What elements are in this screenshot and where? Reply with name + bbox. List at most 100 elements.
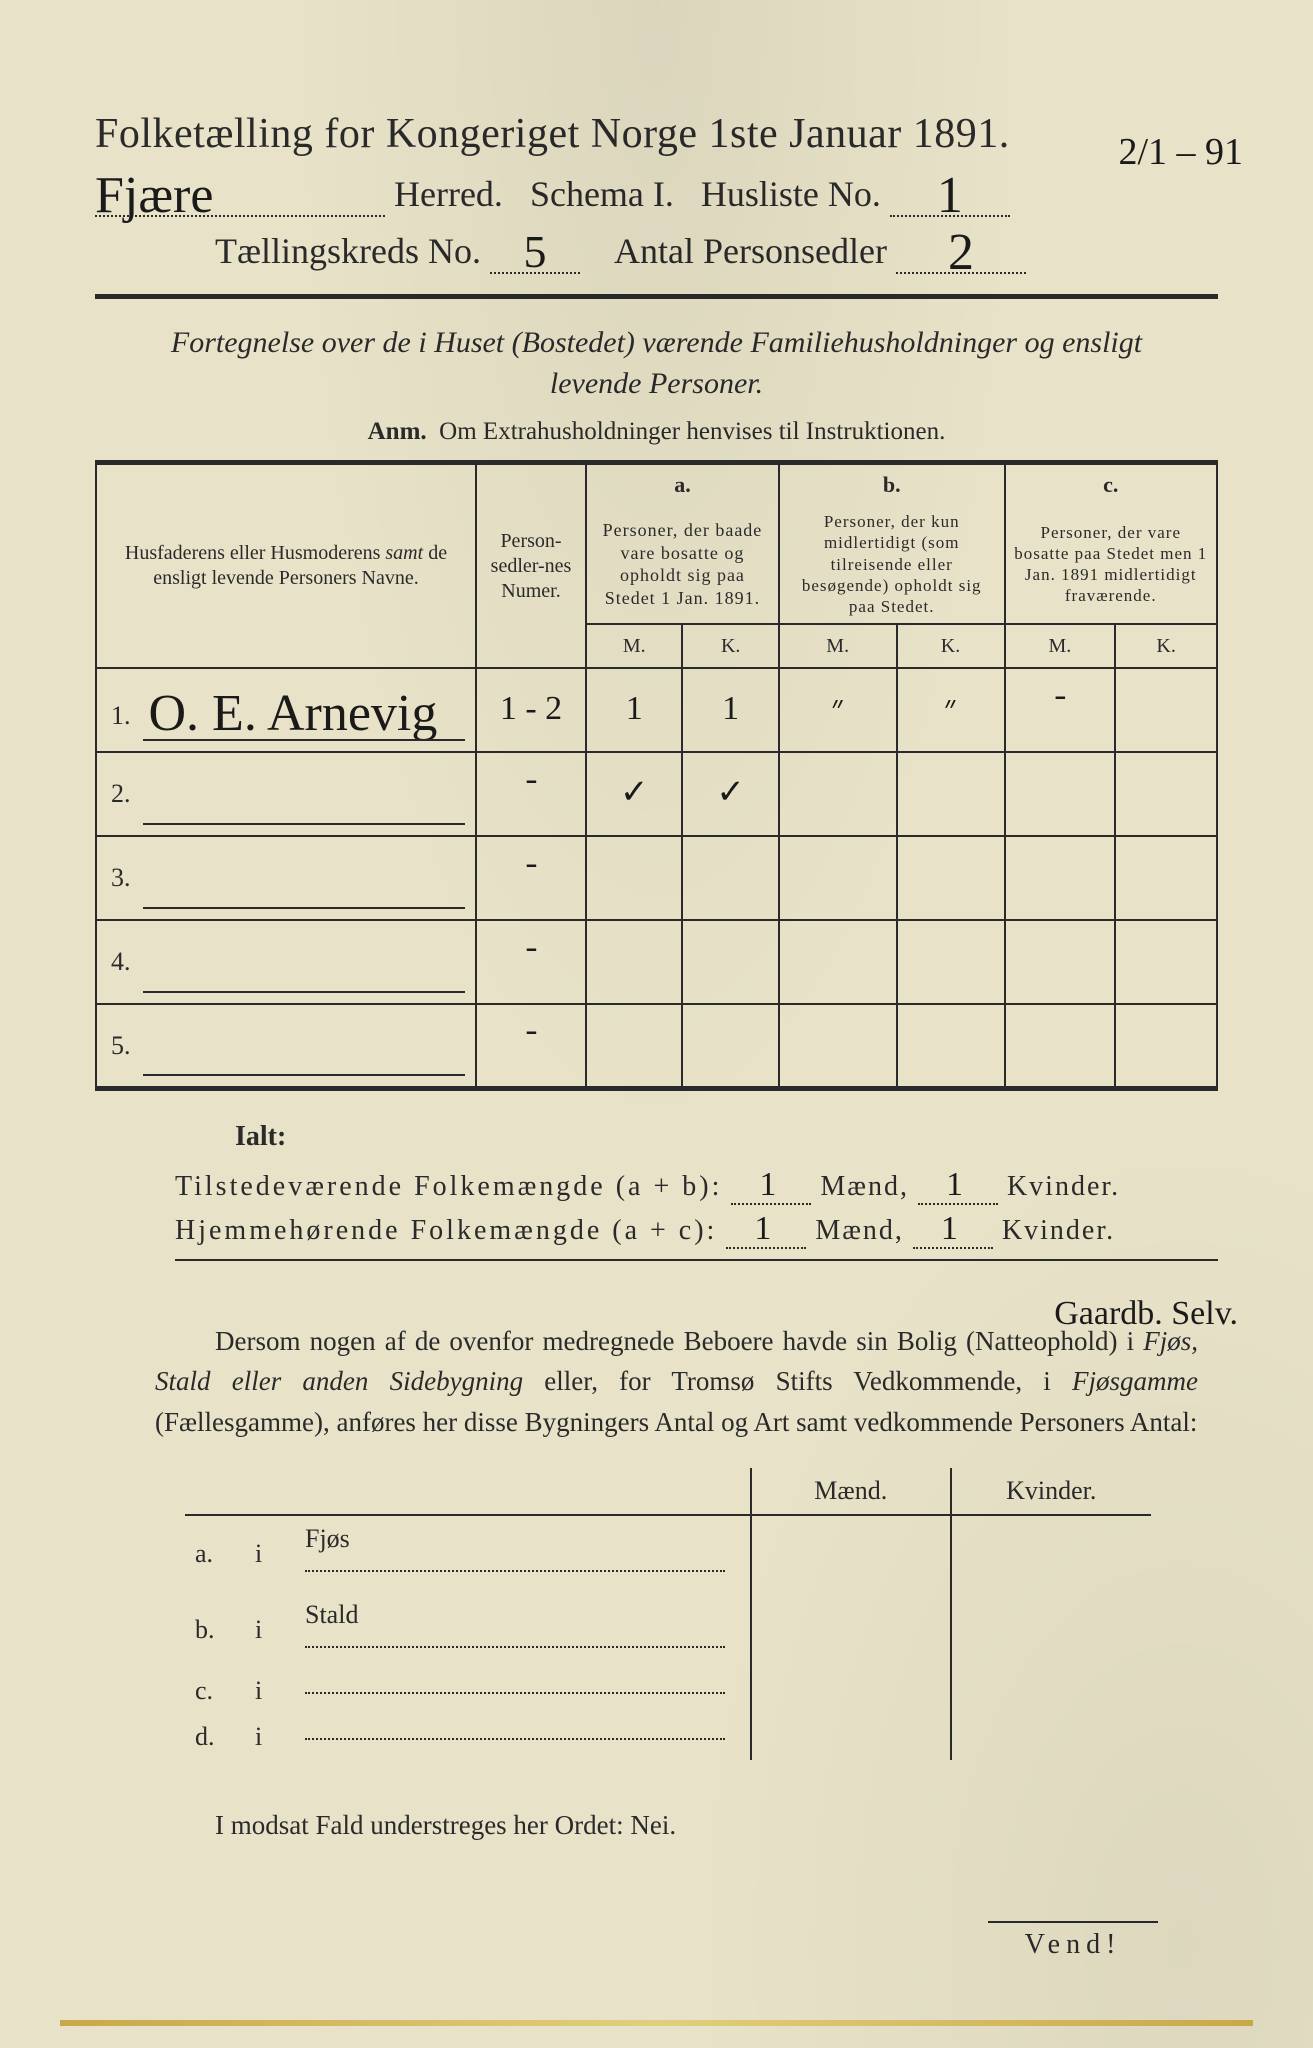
sub-label xyxy=(295,1668,751,1714)
row-name-cell: 3. xyxy=(96,836,476,920)
binding-strip xyxy=(60,2020,1253,2026)
a-m: M. xyxy=(586,624,682,668)
herred-label: Herred. xyxy=(394,174,503,214)
row-a-k: 1 xyxy=(682,668,778,752)
row-b-k: ״ xyxy=(897,668,1005,752)
schema-label: Schema I. xyxy=(530,174,674,214)
sub-row: c.i xyxy=(185,1668,1151,1714)
row-c-m: ־ xyxy=(1005,668,1116,752)
a-k: K. xyxy=(682,624,778,668)
row-b-k xyxy=(897,752,1005,836)
row-a-m: ✓ xyxy=(586,752,682,836)
row-name-cell: 5. xyxy=(96,1004,476,1088)
row-c-k xyxy=(1115,920,1217,1004)
row-a-k xyxy=(682,1004,778,1088)
totals-line-1: Tilstedeværende Folkemængde (a + b): 1 M… xyxy=(175,1171,1218,1205)
row-number: 5. xyxy=(111,1031,131,1060)
col-a-text: Personer, der baade vare bosatte og opho… xyxy=(586,505,779,624)
row-b-m xyxy=(779,920,897,1004)
hjem-label: Hjemmehørende Folkemængde (a + c): xyxy=(175,1215,717,1246)
row-name: O. E. Arnevig xyxy=(149,696,438,732)
margin-note: Gaardb. Selv. xyxy=(1054,1295,1238,1333)
row-number: 1. xyxy=(111,701,131,730)
table-row: 2.־✓✓ xyxy=(96,752,1217,836)
row-c-k xyxy=(1115,836,1217,920)
row-num: ־ xyxy=(476,836,586,920)
sub-letter: c. xyxy=(185,1668,245,1714)
sub-k xyxy=(951,1515,1151,1592)
row-b-m: ״ xyxy=(779,668,897,752)
sub-row: b.iStald xyxy=(185,1592,1151,1668)
col-a-letter: a. xyxy=(586,463,779,506)
hjem-m: 1 xyxy=(726,1215,799,1242)
row-num: ־ xyxy=(476,752,586,836)
row-c-k xyxy=(1115,1004,1217,1088)
table-row: 1.O. E. Arnevig1 - 211״״־ xyxy=(96,668,1217,752)
kvinder-1: Kvinder. xyxy=(1007,1171,1120,1202)
row-name-cell: 2. xyxy=(96,752,476,836)
header-line-2: Fjære Herred. Schema I. Husliste No. 1 xyxy=(95,172,1218,217)
maend-2: Mænd, xyxy=(815,1215,904,1246)
row-a-k xyxy=(682,920,778,1004)
husliste-label: Husliste No. xyxy=(701,174,881,214)
til-label: Tilstedeværende Folkemængde (a + b): xyxy=(175,1171,722,1202)
antal-value: 2 xyxy=(948,235,974,271)
row-a-k xyxy=(682,836,778,920)
subtitle: Fortegnelse over de i Huset (Bostedet) v… xyxy=(95,323,1218,404)
sub-row: d.i xyxy=(185,1714,1151,1760)
sub-m xyxy=(751,1668,951,1714)
rule-2 xyxy=(175,1259,1218,1261)
row-c-k xyxy=(1115,752,1217,836)
subtitle-l1: Fortegnelse over de i Huset (Bostedet) v… xyxy=(171,326,1142,359)
sub-i: i xyxy=(245,1515,295,1592)
anm-note: Anm. Om Extrahusholdninger henvises til … xyxy=(95,418,1218,446)
row-num: 1 - 2 xyxy=(476,668,586,752)
table-row: 4.־ xyxy=(96,920,1217,1004)
col-c-letter: c. xyxy=(1005,463,1217,506)
husliste-value: 1 xyxy=(937,178,963,214)
kvinder-2: Kvinder. xyxy=(1002,1215,1115,1246)
sub-k xyxy=(951,1592,1151,1668)
sub-label xyxy=(295,1714,751,1760)
row-number: 4. xyxy=(111,947,131,976)
corner-date: 2/1 – 91 xyxy=(1118,130,1243,174)
til-k: 1 xyxy=(918,1171,991,1198)
row-b-m xyxy=(779,752,897,836)
col-c-text: Personer, der vare bosatte paa Stedet me… xyxy=(1005,505,1217,624)
sub-table: Mænd. Kvinder. a.iFjøs b.iStald c.i d.i xyxy=(185,1468,1151,1760)
row-c-m xyxy=(1005,920,1116,1004)
sub-label: Stald xyxy=(295,1592,751,1668)
paragraph: Dersom nogen af de ovenfor medregnede Be… xyxy=(155,1321,1198,1443)
col-num: Person-sedler-nes Numer. xyxy=(476,463,586,669)
main-table: Husfaderens eller Husmoderens samt de en… xyxy=(95,460,1218,1091)
col-b-letter: b. xyxy=(779,463,1005,506)
ialt-label: Ialt: xyxy=(235,1121,1218,1153)
antal-label: Antal Personsedler xyxy=(614,231,887,271)
row-num: ־ xyxy=(476,1004,586,1088)
row-name-cell: 1. O. E. Arnevig xyxy=(96,668,476,752)
table-row: 3.־ xyxy=(96,836,1217,920)
col-b-text: Personer, der kun midlertidigt (som tilr… xyxy=(779,505,1005,624)
row-a-m xyxy=(586,920,682,1004)
hjem-k: 1 xyxy=(913,1215,986,1242)
row-a-m xyxy=(586,836,682,920)
sub-kvinder: Kvinder. xyxy=(951,1468,1151,1515)
row-c-m xyxy=(1005,1004,1116,1088)
til-m: 1 xyxy=(731,1171,804,1198)
sub-i: i xyxy=(245,1668,295,1714)
form-title: Folketælling for Kongeriget Norge 1ste J… xyxy=(95,110,1218,158)
totals-line-2: Hjemmehørende Folkemængde (a + c): 1 Mæn… xyxy=(175,1215,1218,1249)
sub-letter: b. xyxy=(185,1592,245,1668)
row-name-cell: 4. xyxy=(96,920,476,1004)
row-b-k xyxy=(897,920,1005,1004)
c-m: M. xyxy=(1005,624,1116,668)
sub-m xyxy=(751,1592,951,1668)
row-a-m: 1 xyxy=(586,668,682,752)
row-b-m xyxy=(779,1004,897,1088)
row-c-m xyxy=(1005,752,1116,836)
sub-k xyxy=(951,1714,1151,1760)
sub-letter: a. xyxy=(185,1515,245,1592)
kreds-value: 5 xyxy=(524,236,547,268)
row-b-m xyxy=(779,836,897,920)
kreds-label: Tællingskreds No. xyxy=(215,231,481,271)
